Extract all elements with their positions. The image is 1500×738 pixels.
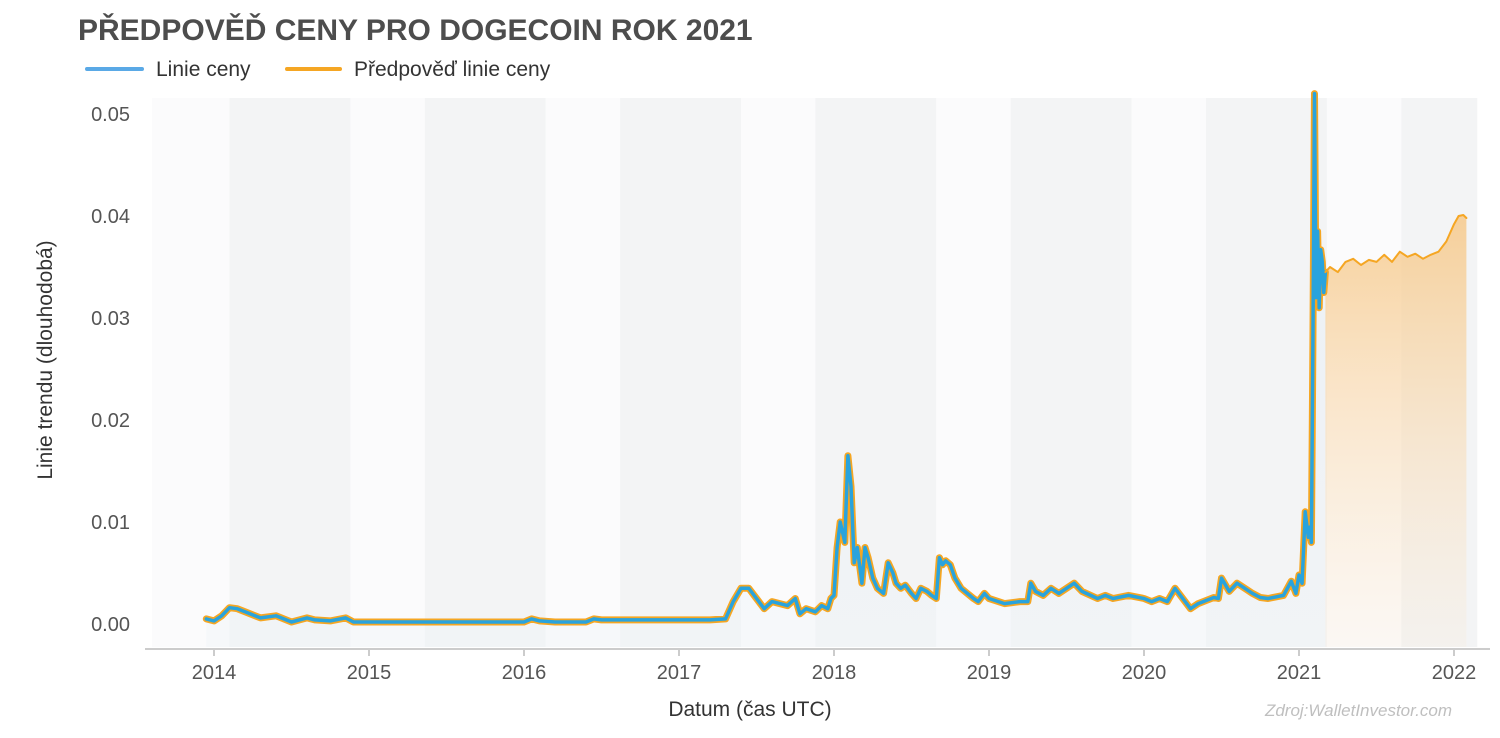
forecast-line <box>1324 214 1468 274</box>
forecast-area <box>1325 215 1467 647</box>
x-axis-label: Datum (čas UTC) <box>668 698 831 721</box>
x-tick-label: 2019 <box>967 662 1012 684</box>
x-tick-label: 2022 <box>1432 662 1477 684</box>
source-credit: Zdroj:WalletInvestor.com <box>1264 701 1452 720</box>
x-tick-label: 2017 <box>657 662 702 684</box>
y-axis-ticks: 0.00 0.01 0.02 0.03 0.04 0.05 <box>91 104 130 636</box>
x-tick-label: 2015 <box>347 662 392 684</box>
background-band <box>620 98 741 647</box>
background-band <box>350 98 425 647</box>
background-band <box>1010 98 1132 647</box>
background-band <box>936 98 1011 647</box>
x-tick-label: 2014 <box>192 662 237 684</box>
background-band <box>229 98 351 647</box>
chart-title: PŘEDPOVĚĎ CENY PRO DOGECOIN ROK 2021 <box>78 13 753 47</box>
x-axis-ticks: 2014 2015 2016 2017 2018 2019 2020 2021 2022 <box>192 649 1477 684</box>
background-band <box>152 98 230 647</box>
background-band <box>1131 98 1206 647</box>
x-tick-label: 2018 <box>812 662 857 684</box>
legend: Linie ceny Předpověď linie ceny <box>85 58 551 81</box>
area-fills <box>206 93 1467 648</box>
background-band <box>741 98 816 647</box>
background-band <box>545 98 621 647</box>
background-bands <box>152 98 1478 647</box>
y-tick-label: 0.02 <box>91 410 130 432</box>
y-axis-label: Linie trendu (dlouhodobá) <box>34 240 57 479</box>
y-tick-label: 0.03 <box>91 308 130 330</box>
legend-label-forecast: Předpověď linie ceny <box>354 58 551 81</box>
x-tick-label: 2016 <box>502 662 547 684</box>
legend-item-forecast[interactable]: Předpověď linie ceny <box>285 58 551 81</box>
legend-item-price[interactable]: Linie ceny <box>85 58 251 81</box>
x-tick-label: 2020 <box>1122 662 1167 684</box>
y-tick-label: 0.04 <box>91 206 130 228</box>
price-line <box>204 91 1328 624</box>
legend-label-price: Linie ceny <box>156 58 251 81</box>
y-tick-label: 0.01 <box>91 512 130 534</box>
y-tick-label: 0.05 <box>91 104 130 126</box>
series-lines <box>202 90 1468 626</box>
background-band <box>424 98 546 647</box>
x-tick-label: 2021 <box>1277 662 1322 684</box>
y-tick-label: 0.00 <box>91 614 130 636</box>
